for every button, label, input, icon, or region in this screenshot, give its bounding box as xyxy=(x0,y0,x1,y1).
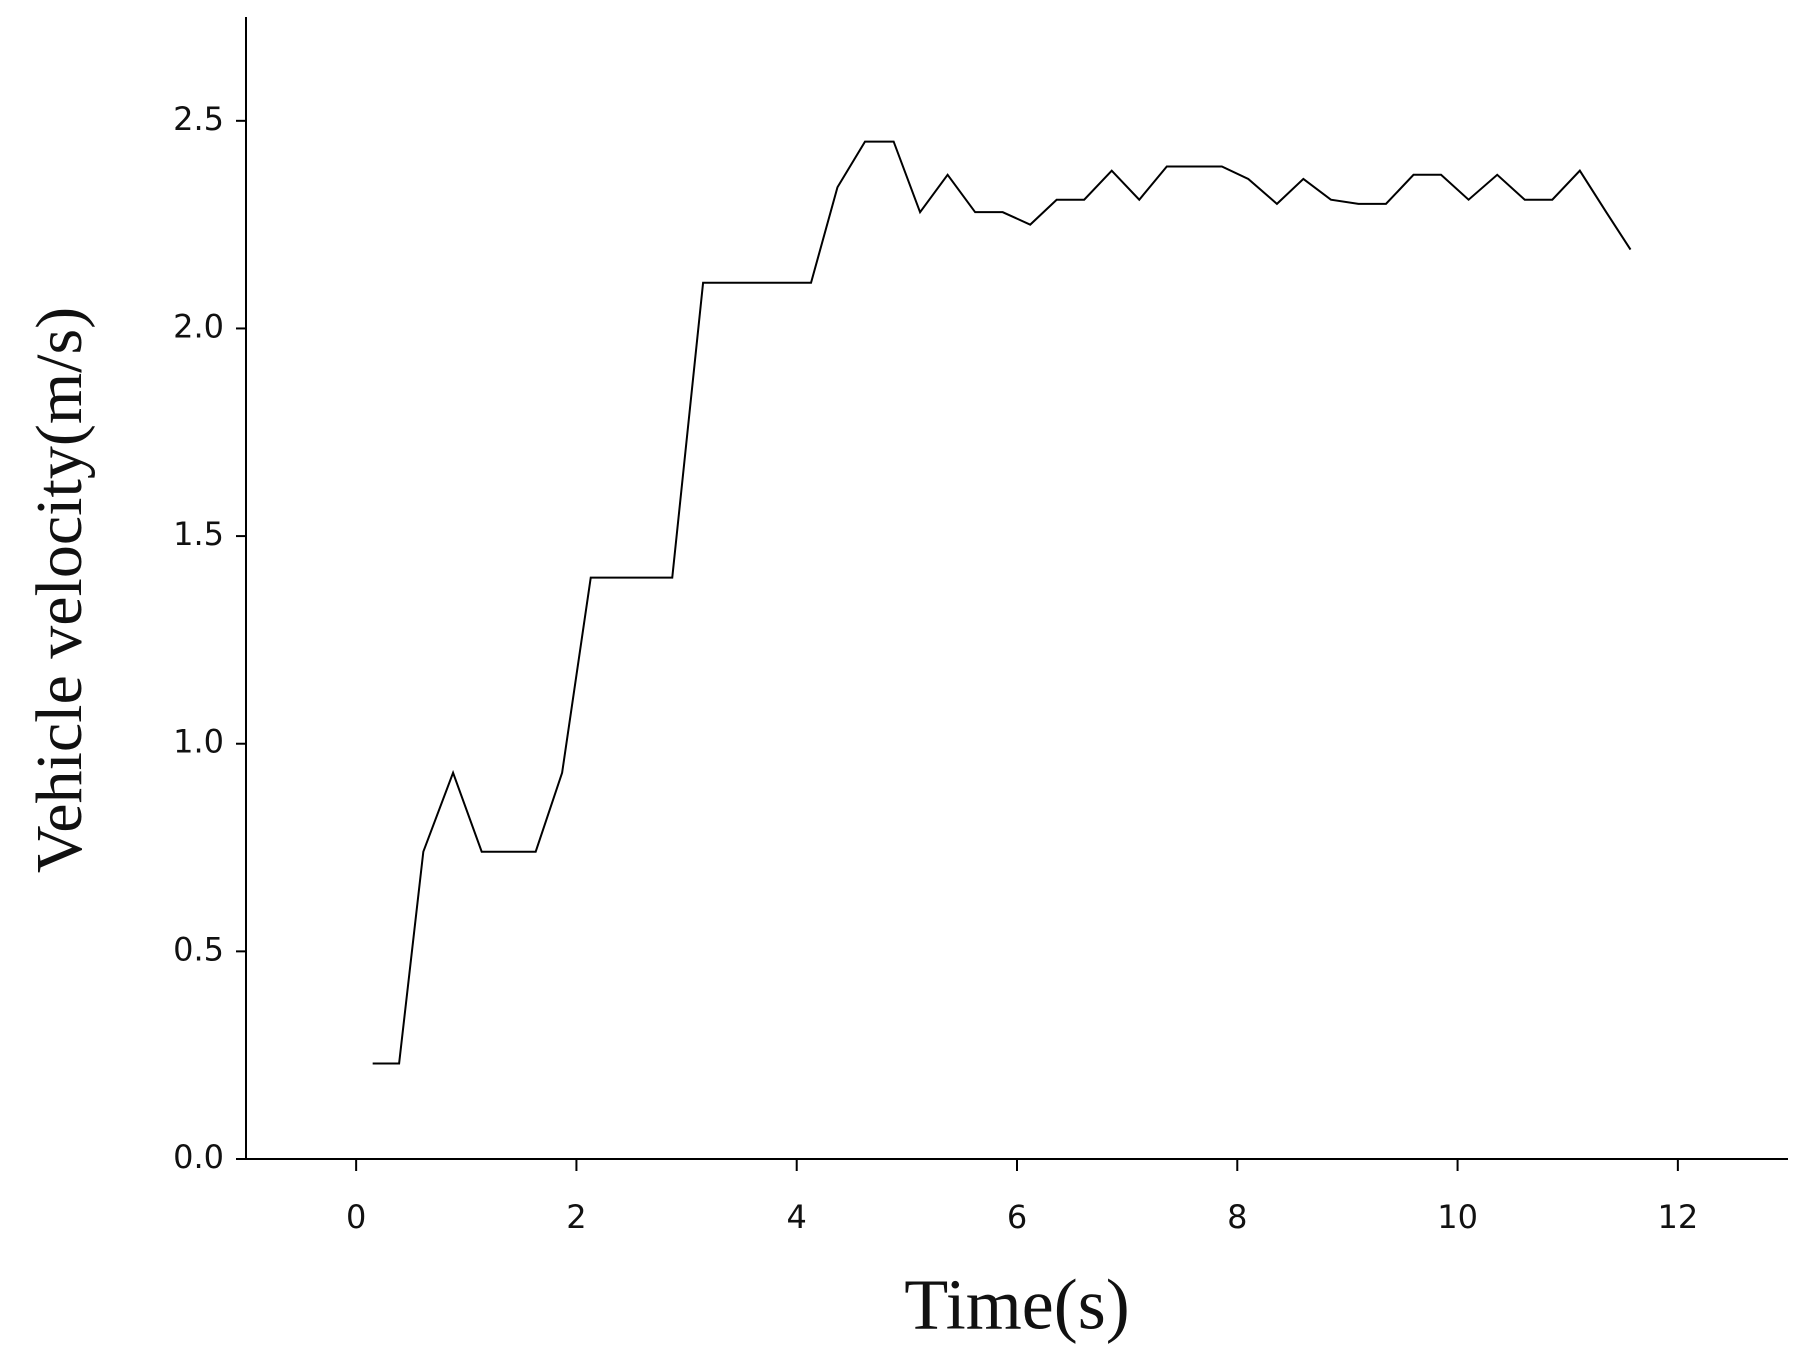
x-tick-label: 10 xyxy=(1437,1198,1478,1236)
y-tick-label: 1.5 xyxy=(173,515,224,553)
x-tick-label: 6 xyxy=(1007,1198,1027,1236)
y-tick-label: 2.0 xyxy=(173,307,224,345)
x-tick-label: 12 xyxy=(1657,1198,1698,1236)
y-tick-label: 0.5 xyxy=(173,930,224,968)
y-axis-title: Vehicle velocity(m/s) xyxy=(23,307,96,873)
x-tick-label: 0 xyxy=(346,1198,366,1236)
data-line xyxy=(372,140,1632,1065)
x-axis-title: Time(s) xyxy=(904,1265,1129,1345)
x-tick-label: 2 xyxy=(566,1198,586,1236)
y-tick-label: 2.5 xyxy=(173,100,224,138)
x-tick-label: 8 xyxy=(1227,1198,1247,1236)
x-tick-label: 4 xyxy=(787,1198,807,1236)
y-tick-label: 0.0 xyxy=(173,1138,224,1176)
y-tick-label: 1.0 xyxy=(173,723,224,761)
